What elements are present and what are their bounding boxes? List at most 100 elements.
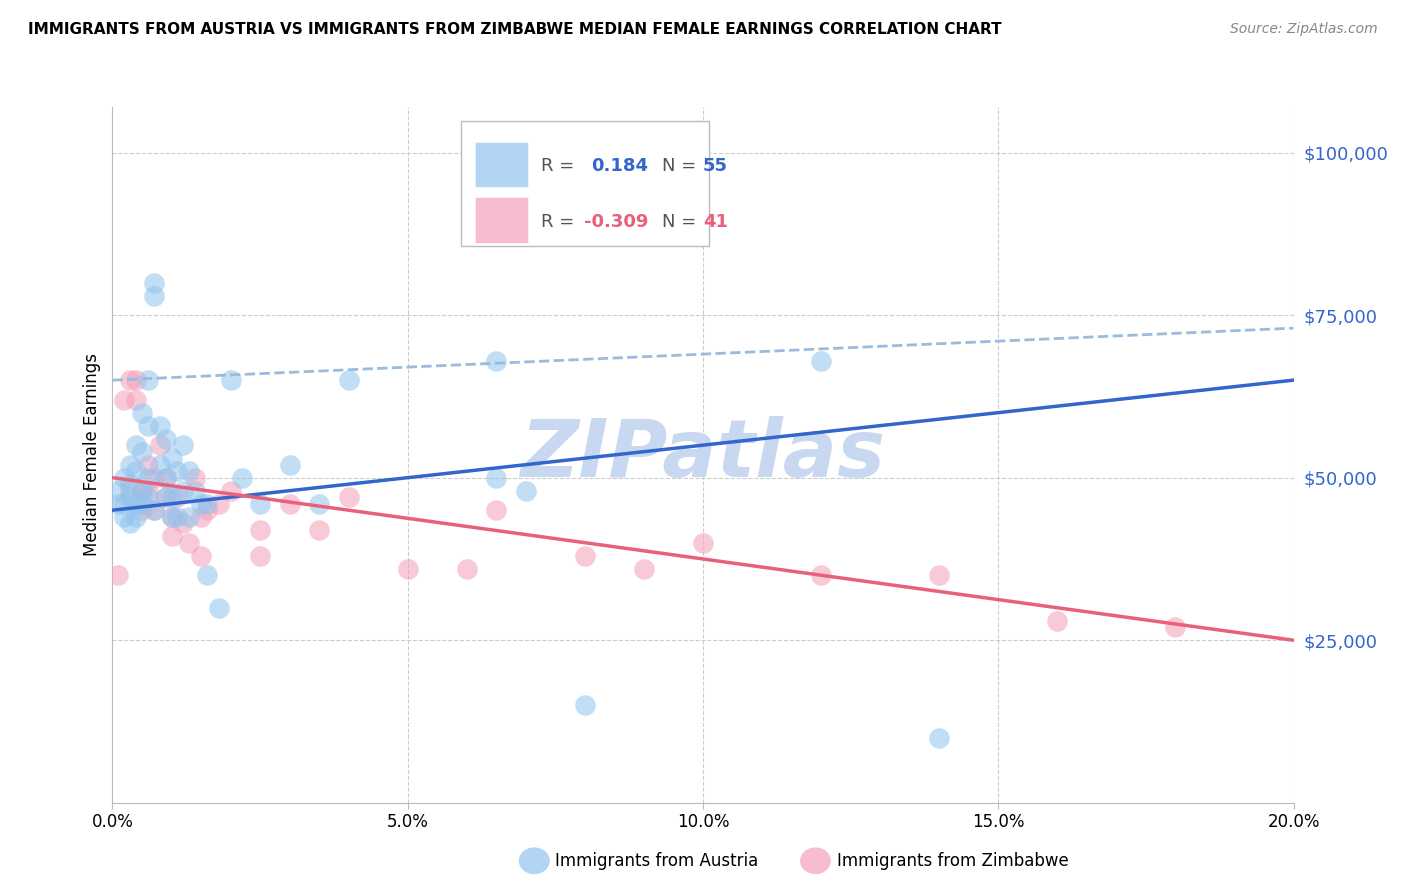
Point — [160, 490, 183, 504]
Point — [155, 490, 177, 504]
Point — [195, 568, 218, 582]
Point — [120, 373, 142, 387]
Point — [179, 535, 201, 549]
Point — [125, 438, 148, 452]
Point — [485, 503, 508, 517]
Point — [131, 483, 153, 498]
Point — [574, 549, 596, 563]
Point — [249, 549, 271, 563]
Point — [120, 477, 142, 491]
Text: R =: R = — [541, 213, 575, 231]
Point — [231, 471, 253, 485]
Point — [1046, 614, 1069, 628]
Point — [131, 483, 153, 498]
Point — [184, 483, 207, 498]
Point — [120, 490, 142, 504]
Point — [485, 353, 508, 368]
Point — [112, 509, 135, 524]
Text: ZIPatlas: ZIPatlas — [520, 416, 886, 494]
Point — [107, 568, 129, 582]
Point — [195, 503, 218, 517]
FancyBboxPatch shape — [475, 142, 529, 187]
Point — [120, 458, 142, 472]
Point — [155, 471, 177, 485]
Point — [249, 497, 271, 511]
FancyBboxPatch shape — [461, 121, 709, 246]
Point — [515, 483, 537, 498]
Point — [142, 503, 165, 517]
Text: N =: N = — [662, 213, 696, 231]
Point — [149, 438, 172, 452]
Point — [136, 490, 159, 504]
Point — [136, 418, 159, 433]
Point — [337, 373, 360, 387]
Point — [112, 471, 135, 485]
Point — [131, 406, 153, 420]
Point — [120, 516, 142, 531]
Point — [107, 483, 129, 498]
Point — [172, 483, 194, 498]
Point — [125, 509, 148, 524]
Text: 0.184: 0.184 — [591, 157, 648, 175]
Point — [337, 490, 360, 504]
Point — [166, 509, 188, 524]
Point — [308, 497, 330, 511]
Point — [160, 509, 183, 524]
Text: 41: 41 — [703, 213, 728, 231]
Point — [190, 509, 212, 524]
Point — [142, 503, 165, 517]
Point — [149, 418, 172, 433]
Point — [136, 373, 159, 387]
Point — [136, 471, 159, 485]
Text: IMMIGRANTS FROM AUSTRIA VS IMMIGRANTS FROM ZIMBABWE MEDIAN FEMALE EARNINGS CORRE: IMMIGRANTS FROM AUSTRIA VS IMMIGRANTS FR… — [28, 22, 1001, 37]
Point — [120, 483, 142, 498]
Y-axis label: Median Female Earnings: Median Female Earnings — [83, 353, 101, 557]
Point — [125, 392, 148, 407]
Point — [308, 523, 330, 537]
Point — [125, 373, 148, 387]
Point — [810, 568, 832, 582]
Point — [107, 497, 129, 511]
Point — [142, 276, 165, 290]
Point — [131, 497, 153, 511]
Point — [219, 483, 242, 498]
Point — [1164, 620, 1187, 634]
Point — [633, 562, 655, 576]
Point — [172, 438, 194, 452]
Point — [179, 509, 201, 524]
Point — [219, 373, 242, 387]
Point — [142, 288, 165, 302]
Point — [190, 549, 212, 563]
Text: Source: ZipAtlas.com: Source: ZipAtlas.com — [1230, 22, 1378, 37]
Point — [142, 471, 165, 485]
FancyBboxPatch shape — [475, 197, 529, 243]
Text: Immigrants from Austria: Immigrants from Austria — [555, 852, 759, 870]
Point — [179, 464, 201, 478]
Point — [155, 490, 177, 504]
Point — [112, 392, 135, 407]
Point — [208, 600, 231, 615]
Point — [160, 529, 183, 543]
Point — [125, 464, 148, 478]
Point — [208, 497, 231, 511]
Text: Immigrants from Zimbabwe: Immigrants from Zimbabwe — [837, 852, 1069, 870]
Point — [172, 516, 194, 531]
Point — [125, 497, 148, 511]
Point — [160, 451, 183, 466]
Point — [249, 523, 271, 537]
Point — [155, 471, 177, 485]
Point — [184, 471, 207, 485]
Point — [155, 432, 177, 446]
Point — [574, 698, 596, 713]
Point — [278, 497, 301, 511]
Point — [396, 562, 419, 576]
Text: R =: R = — [541, 157, 575, 175]
Point — [195, 497, 218, 511]
Point — [149, 458, 172, 472]
Point — [136, 458, 159, 472]
Text: N =: N = — [662, 157, 696, 175]
Point — [928, 731, 950, 745]
Point — [112, 497, 135, 511]
Text: 55: 55 — [703, 157, 728, 175]
Point — [160, 509, 183, 524]
